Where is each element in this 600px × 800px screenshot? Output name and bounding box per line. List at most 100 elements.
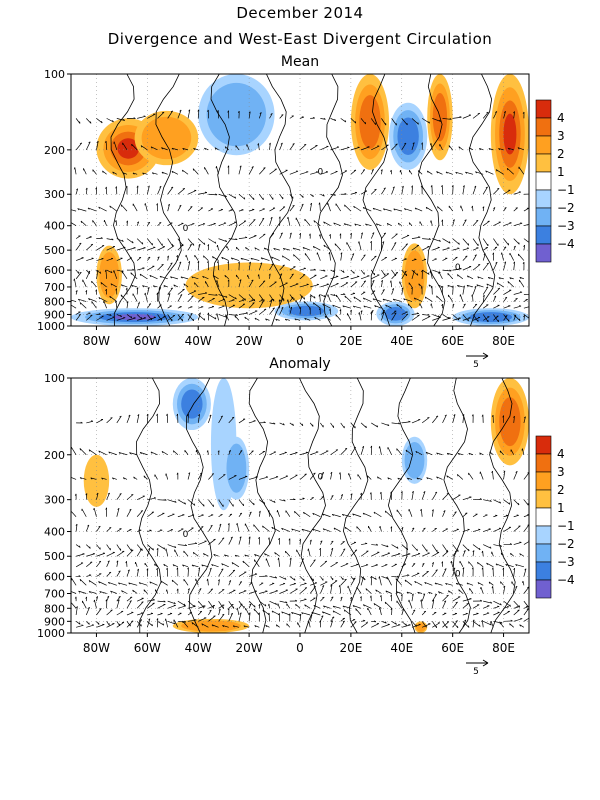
mean-wind-vector: [198, 306, 204, 309]
mean-wind-vector: [333, 222, 341, 227]
anomaly-wind-vector: [421, 552, 430, 557]
anomaly-zero-contour: [248, 378, 276, 633]
mean-wind-vector: [204, 147, 209, 151]
mean-wind-vector: [238, 237, 248, 239]
mean-wind-vector: [401, 243, 408, 251]
mean-wind-vector: [370, 118, 376, 125]
anomaly-wind-vector: [503, 585, 506, 594]
mean-wind-vector: [157, 246, 165, 251]
anomaly-wind-vector: [222, 625, 229, 628]
anomaly-wind-vector-head: [309, 539, 312, 542]
anomaly-wind-vector: [447, 452, 453, 456]
anomaly-wind-vector-head: [201, 623, 204, 626]
anomaly-wind-vector-head: [444, 600, 447, 603]
anomaly-wind-vector: [126, 549, 134, 557]
mean-wind-vector-head: [313, 268, 316, 271]
anomaly-wind-vector-head: [450, 561, 452, 564]
mean-wind-vector: [187, 244, 192, 251]
mean-wind-vector: [299, 233, 302, 239]
mean-wind-vector: [403, 298, 413, 302]
anomaly-wind-vector: [432, 622, 441, 628]
mean-wind-vector-head: [147, 185, 150, 188]
anomaly-wind-vector-head: [468, 625, 470, 628]
anomaly-wind-vector: [75, 544, 81, 548]
anomaly-wind-vector: [452, 613, 457, 616]
anomaly-wind-vector: [203, 553, 209, 557]
anomaly-wind-vector: [81, 508, 87, 517]
anomaly-wind-vector: [238, 418, 246, 424]
anomaly-wind-vector: [289, 422, 294, 426]
anomaly-wind-vector-head: [289, 557, 292, 560]
anomaly-wind-vector-head: [502, 415, 504, 418]
mean-wind-vector: [250, 257, 260, 261]
anomaly-wind-vector: [462, 512, 468, 518]
anomaly-wind-vector: [411, 563, 416, 568]
mean-wind-vector: [79, 302, 87, 309]
mean-wind-vector-head: [221, 257, 224, 260]
mean-wind-vector: [294, 318, 301, 321]
anomaly-wind-vector: [436, 476, 443, 480]
mean-wind-vector-head: [251, 279, 254, 282]
anomaly-wind-vector-head: [304, 604, 306, 607]
mean-wind-vector: [177, 188, 185, 195]
mean-wind-vector: [442, 317, 451, 321]
mean-x-tick-label: 40E: [390, 334, 413, 348]
mean-wind-vector: [347, 313, 352, 321]
mean-wind-vector: [106, 258, 114, 261]
anomaly-wind-vector: [462, 544, 470, 552]
mean-wind-vector-head: [323, 269, 326, 272]
anomaly-wind-vector: [442, 544, 448, 553]
mean-wind-vector: [177, 244, 184, 251]
anomaly-wind-vector-head: [370, 576, 372, 579]
anomaly-wind-vector-head: [132, 589, 134, 593]
mean-wind-vector-head: [249, 261, 251, 264]
mean-wind-vector: [371, 255, 377, 261]
anomaly-contour-label: 0: [455, 569, 461, 579]
mean-wind-vector: [289, 296, 294, 302]
mean-wind-vector: [503, 238, 509, 246]
anomaly-wind-vector: [259, 451, 265, 456]
anomaly-wind-vector-head: [444, 414, 447, 417]
anomaly-wind-vector: [411, 572, 420, 577]
anomaly-wind-vector: [286, 623, 291, 628]
mean-wind-vector: [498, 277, 504, 280]
mean-wind-vector-head: [477, 276, 480, 279]
mean-wind-vector-head: [392, 298, 395, 301]
mean-wind-vector: [419, 221, 423, 226]
anomaly-wind-vector-head: [171, 579, 174, 582]
mean-wind-vector: [177, 109, 182, 119]
mean-wind-vector-head: [270, 216, 273, 219]
anomaly-wind-vector: [442, 621, 448, 629]
anomaly-wind-vector-head: [176, 588, 179, 591]
mean-wind-vector-head: [309, 294, 312, 297]
anomaly-wind-vector: [320, 472, 325, 480]
mean-wind-vector: [287, 299, 291, 309]
mean-wind-vector-head: [216, 244, 218, 248]
mean-wind-vector: [161, 147, 168, 151]
anomaly-wind-vector: [493, 606, 500, 609]
anomaly-wind-vector-head: [254, 554, 257, 557]
anomaly-wind-vector: [197, 472, 203, 480]
mean-wind-vector: [327, 202, 331, 212]
mean-wind-vector: [126, 247, 136, 251]
anomaly-wind-vector: [401, 553, 411, 557]
anomaly-wind-vector: [228, 499, 234, 507]
anomaly-wind-vector: [75, 621, 81, 625]
anomaly-wind-vector-head: [194, 619, 197, 621]
mean-wind-vector-head: [109, 296, 111, 299]
mean-reference-label: 5: [473, 360, 479, 370]
anomaly-wind-vector: [126, 529, 132, 532]
anomaly-wind-vector: [459, 560, 464, 567]
anomaly-wind-vector: [309, 559, 316, 568]
mean-wind-vector: [503, 207, 507, 212]
mean-wind-vector: [523, 245, 526, 251]
mean-wind-vector-head: [203, 242, 206, 245]
mean-wind-vector: [259, 294, 265, 302]
anomaly-wind-vector: [96, 419, 104, 424]
anomaly-wind-vector: [303, 511, 311, 518]
anomaly-wind-vector-head: [413, 563, 416, 565]
mean-wind-vector-head: [479, 148, 481, 151]
anomaly-wind-vector: [163, 563, 168, 568]
mean-colorbar-segment: [535, 171, 552, 191]
